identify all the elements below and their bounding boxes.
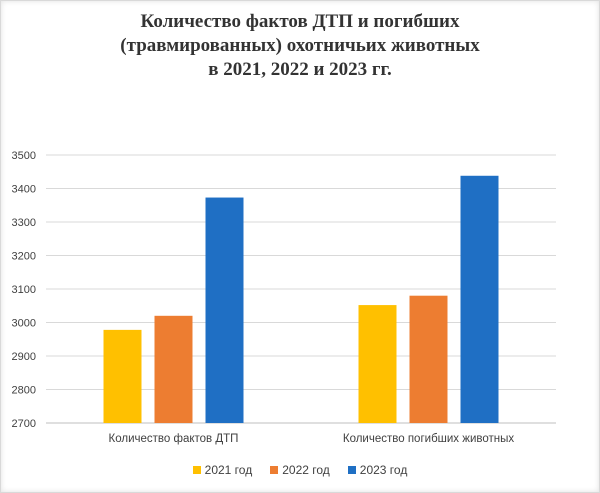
y-tick-label: 3300 [12,217,36,229]
y-tick-label: 3500 [12,150,36,162]
legend-label: 2022 год [282,463,330,477]
legend-swatch [347,466,356,474]
legend: 2021 год 2022 год 2023 год [0,463,600,477]
legend-item-2: 2022 год [270,463,330,477]
legend-label: 2023 год [359,463,408,477]
y-tick-label: 2700 [12,418,36,430]
y-tick-label: 3000 [12,318,36,330]
x-axis: Количество фактов ДТП Количество погибших… [109,433,515,445]
legend-item-1: 2021 год [192,463,253,477]
y-axis: 2700 2800 2900 3000 3100 3200 3300 3400 3500 [12,150,36,430]
bar-2-3 [460,175,499,423]
bar-1-3 [205,197,244,423]
bar-1-1 [103,329,142,423]
bar-1-2 [154,315,193,423]
bars [103,175,499,423]
legend-swatch [192,466,201,474]
legend-swatch [270,466,279,474]
y-tick-label: 3400 [12,184,36,196]
legend-label: 2021 год [204,463,253,477]
bar-2-1 [358,305,397,423]
y-tick-label: 2900 [12,351,36,363]
bar-2-2 [409,295,448,423]
chart-title-line-2: (травмированных) охотничьих животных [120,35,480,56]
x-category-label: Количество погибших животных [343,433,514,445]
chart-title: Количество фактов ДТП и погибших (травми… [0,10,600,82]
legend-item-3: 2023 год [347,463,408,477]
y-tick-label: 3100 [12,284,36,296]
chart-title-line-3: в 2021, 2022 и 2023 гг. [208,59,392,80]
y-tick-label: 3200 [12,251,36,263]
y-tick-label: 2800 [12,385,36,397]
x-category-label: Количество фактов ДТП [109,433,239,445]
chart-title-line-1: Количество фактов ДТП и погибших [140,11,460,32]
